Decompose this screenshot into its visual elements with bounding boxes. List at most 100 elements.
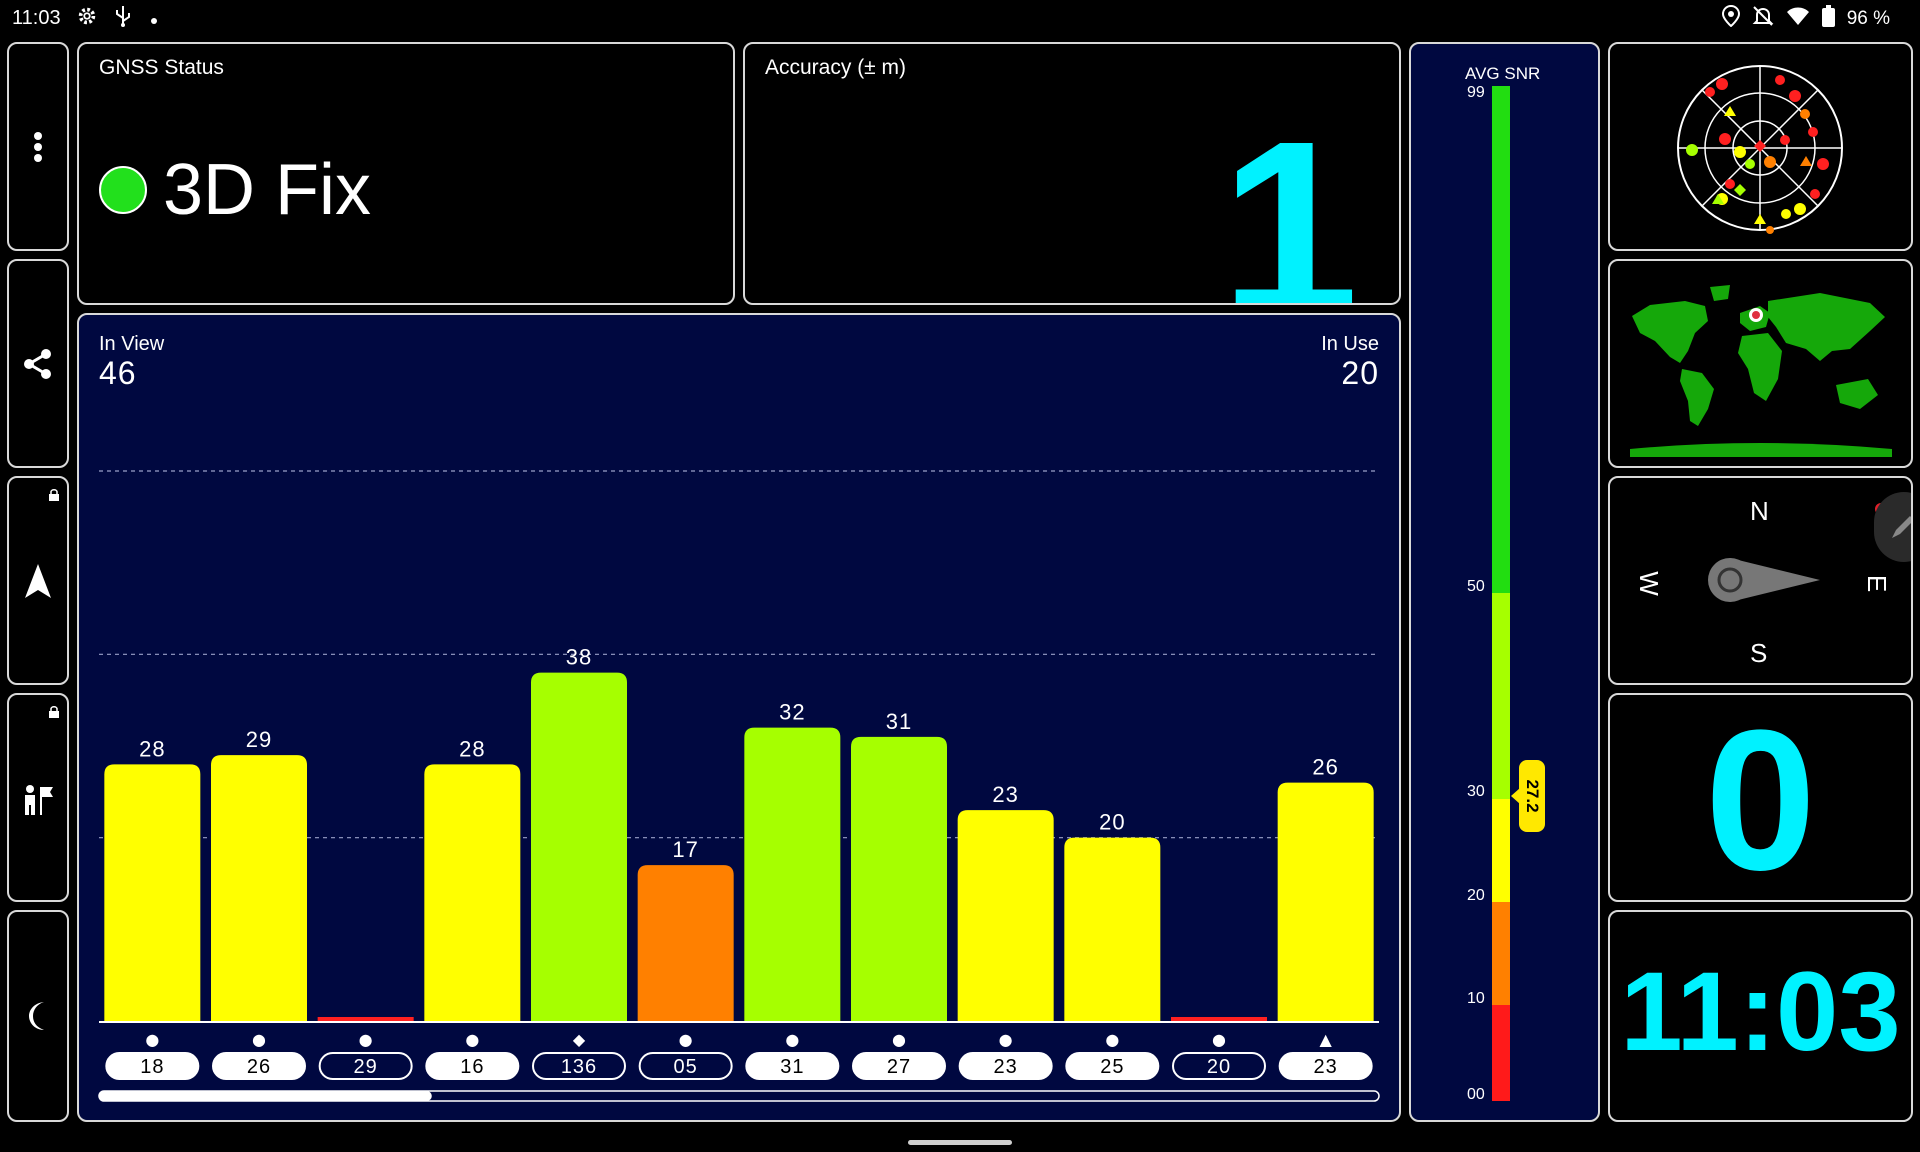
night-mode-button[interactable] [7,910,69,1122]
more-vert-icon [34,131,42,162]
gnss-status-panel[interactable]: GNSS Status 3D Fix [77,42,735,305]
clock-value: 11:03 [1620,949,1901,1074]
mute-bell-icon [1752,5,1774,32]
prn-badge [958,1052,1053,1080]
prn-badge [638,1052,733,1080]
snr-tick: 50 [1467,578,1485,595]
settings-icon [76,5,98,32]
snr-scale-yellow [1492,799,1510,902]
snr-bar [424,764,521,1021]
share-icon [24,348,51,379]
sky-plot-panel[interactable] [1608,42,1913,251]
avg-snr-panel: AVG SNR 99 50 30 20 10 00 27.2 [1409,42,1600,1122]
prn-label: 16 [460,1056,484,1078]
constellation-symbol: ● [892,1030,906,1049]
constellation-symbol: ● [145,1030,159,1049]
share-button[interactable] [7,259,69,468]
satellite-dots [1686,75,1829,234]
accuracy-title: Accuracy (± m) [765,56,907,79]
scroll-thumb [99,1091,432,1101]
snr-scale-orange [1492,902,1510,1005]
prn-badge [532,1052,626,1080]
prn-badge [1065,1052,1160,1080]
snr-bar-label: 28 [139,736,165,761]
constellation-symbol: ● [785,1030,799,1049]
constellation-symbol: ● [465,1030,479,1049]
prn-label: 18 [140,1056,164,1078]
person-flag-icon [25,784,53,815]
navigation-button[interactable] [7,476,69,685]
constellation-symbol: ● [1212,1030,1226,1049]
avg-snr-title: AVG SNR [1465,64,1541,83]
status-bar: 11:03 96 % [0,0,1920,34]
satellites-panel[interactable]: In View 46 In Use 20 28 ● 18 29 ● 26 ● 29 28 ● 16 3… [77,313,1401,1122]
lock-icon [49,488,59,506]
waypoint-button[interactable] [7,693,69,902]
snr-bar-label: 38 [566,645,592,670]
snr-bar [531,672,627,1021]
in-view-count: 46 [99,355,137,391]
sky-plot [1677,65,1843,234]
prn-label: 25 [1100,1056,1124,1078]
clock-panel[interactable]: 11:03 [1608,910,1913,1122]
battery-icon [1821,5,1835,32]
constellation-symbol: ● [999,1030,1013,1049]
prn-label: 20 [1207,1056,1231,1078]
snr-bar [957,810,1054,1021]
battery-percent: 96 % [1846,7,1890,29]
prn-badge [852,1052,946,1080]
prn-badge [105,1052,200,1080]
navigation-bar [0,1128,1920,1152]
snr-bar [744,727,841,1021]
prn-badge [425,1052,520,1080]
accuracy-panel[interactable]: Accuracy (± m) 1 [743,42,1401,305]
prn-label: 31 [780,1056,804,1078]
compass-panel[interactable]: N S E W [1608,476,1913,685]
prn-badge [1172,1052,1266,1080]
snr-bar [1064,837,1161,1021]
compass-north: N [1750,496,1769,526]
world-map-panel[interactable] [1608,259,1913,468]
snr-bar-chart: 28 ● 18 29 ● 26 ● 29 28 ● 16 38 ◆ 136 17 ● 05 32 ● 31 31 ● 27 2… [98,470,1380,1102]
snr-bar-label: 17 [672,837,698,862]
status-time: 11:03 [12,7,61,29]
prn-badge [1278,1052,1373,1080]
home-handle[interactable] [908,1140,1012,1145]
prn-label: 23 [994,1056,1018,1078]
snr-bar-label: 28 [459,736,485,761]
prn-label: 29 [354,1056,378,1078]
avg-snr-marker: 27.2 [1511,760,1545,832]
compass-south: S [1750,638,1768,668]
prn-badge [212,1052,306,1080]
wifi-icon [1786,6,1810,31]
prn-label: 23 [1314,1056,1338,1078]
snr-bar-label: 29 [246,727,272,752]
snr-tick: 10 [1467,990,1485,1007]
avg-snr-value: 27.2 [1523,779,1542,813]
snr-bar [1171,1017,1267,1021]
constellation-symbol: ● [252,1030,266,1049]
constellation-symbol: ● [679,1030,693,1049]
snr-bar-label: 20 [1099,810,1125,835]
fix-indicator-icon [99,166,147,214]
snr-bar-label: 26 [1312,755,1338,780]
prn-badge [745,1052,840,1080]
accuracy-value: 1 [1219,89,1359,305]
snr-tick: 30 [1467,783,1485,800]
overflow-menu-button[interactable] [7,42,69,251]
prn-label: 05 [674,1056,698,1078]
edit-layout-button[interactable] [1874,492,1911,562]
snr-bar [1277,782,1374,1021]
snr-scale-red [1492,1005,1510,1101]
snr-tick: 00 [1467,1086,1485,1103]
snr-bar [211,755,307,1021]
speed-panel[interactable]: 0 [1608,693,1913,902]
prn-label: 136 [561,1056,597,1078]
snr-tick: 20 [1467,887,1485,904]
snr-bar-label: 23 [992,782,1018,807]
snr-bar [637,865,734,1021]
location-icon [1721,4,1740,32]
compass-west: W [1633,571,1664,596]
compass-needle-icon [1708,558,1820,602]
pencil-icon [1892,516,1911,538]
